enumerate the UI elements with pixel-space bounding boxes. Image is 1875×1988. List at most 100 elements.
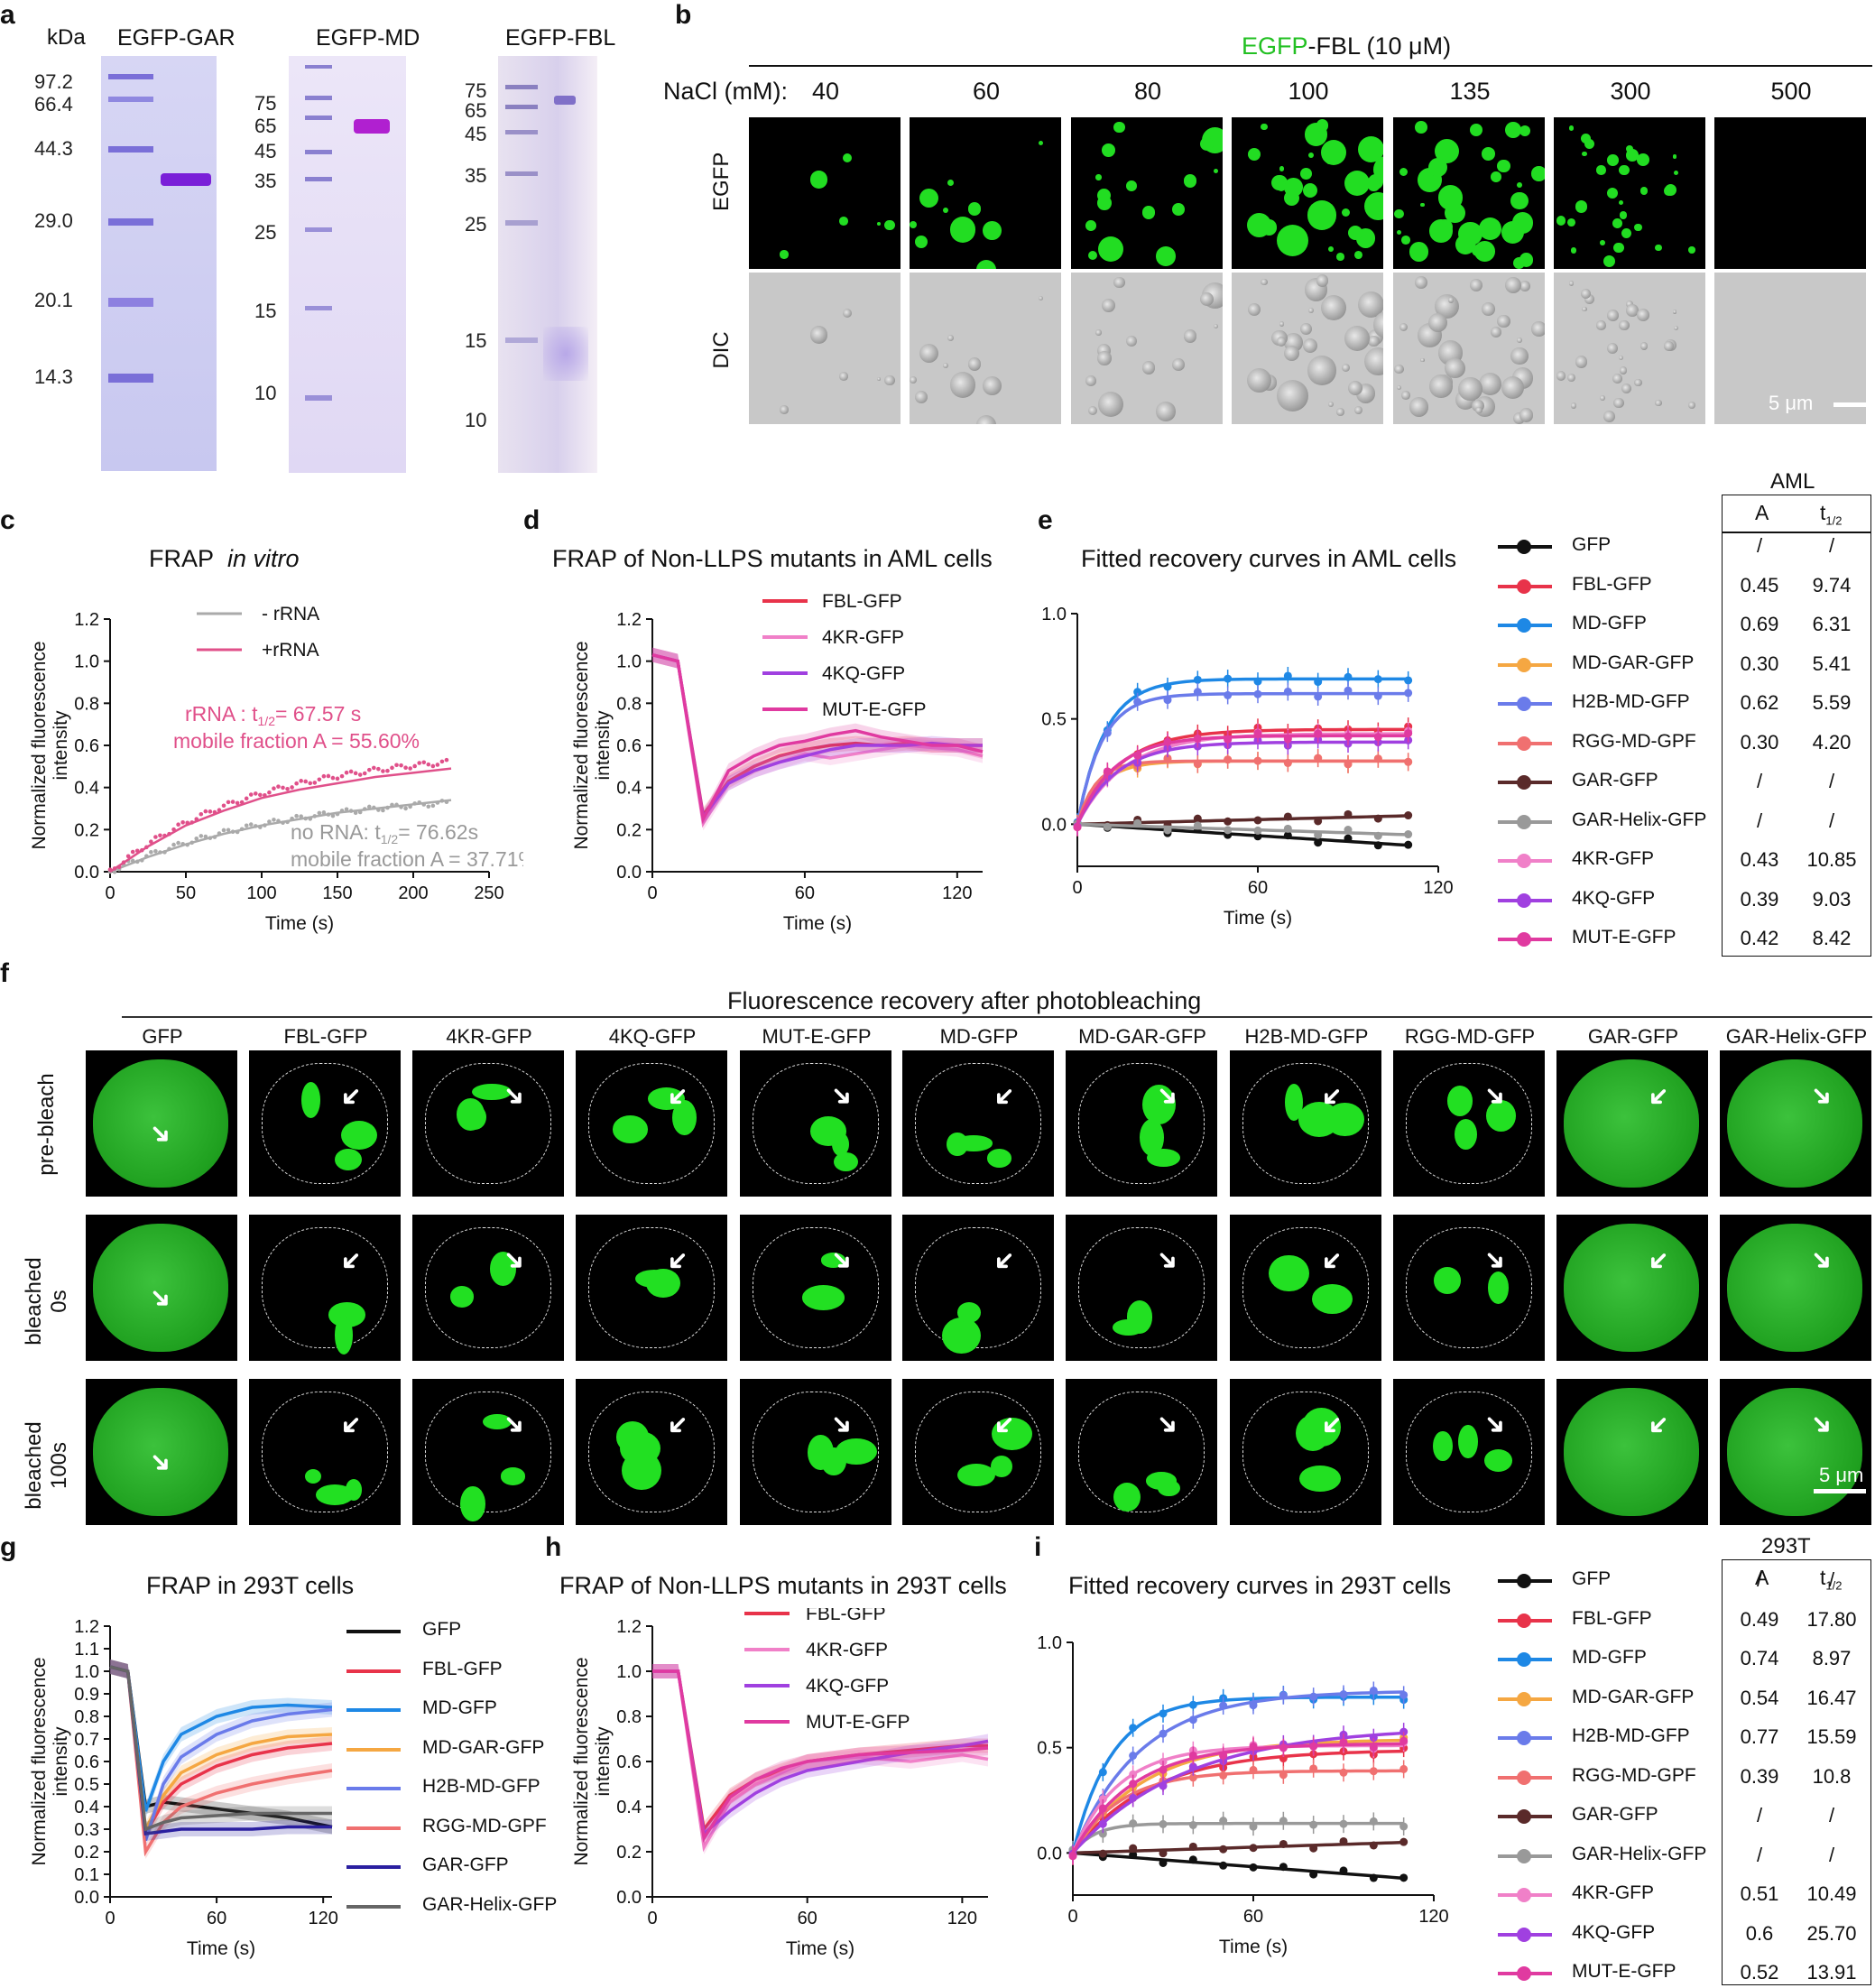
table-i-col-t: t1/2 xyxy=(1820,1566,1843,1593)
droplet xyxy=(1401,391,1410,401)
table-cell-t: / xyxy=(1828,1843,1835,1866)
x-tick-label: 60 xyxy=(207,1909,226,1928)
legend-label-rgg-md-gpf: RGG-MD-GPF xyxy=(1572,1764,1696,1786)
mw-gar-3: 29.0 xyxy=(34,209,73,232)
legend-label-gar-gfp: GAR-GFP xyxy=(1572,770,1658,791)
droplet xyxy=(1619,164,1630,176)
cell-outline xyxy=(915,1227,1041,1348)
legend-label-h2b-md-gfp: H2B-MD-GFP xyxy=(1572,1725,1690,1746)
droplet xyxy=(1607,310,1619,321)
point xyxy=(1133,818,1142,828)
frap-image-gfp-0: ➜ xyxy=(86,1050,237,1197)
col-label-rgg-md-gfp: RGG-MD-GFP xyxy=(1404,1025,1536,1048)
droplet xyxy=(919,344,938,364)
point xyxy=(366,804,372,809)
y-tick-label: 0.2 xyxy=(616,1843,642,1863)
legend-marker-md-gfp xyxy=(1517,618,1531,633)
axes: 0 50 100 150 200 250 0.0 0.2 0.4 0.6 0.8 1.0 1.2 Time… xyxy=(29,610,504,934)
table-cell-a: 0.30 xyxy=(1740,652,1779,675)
nacl-label: NaCl (mM): xyxy=(663,78,788,105)
chart-e-title: Fitted recovery curves in AML cells xyxy=(1081,545,1457,572)
nucleus xyxy=(1727,1059,1862,1188)
point xyxy=(1249,1822,1258,1831)
y-tick-label: 1.0 xyxy=(1041,605,1067,624)
point xyxy=(276,784,281,789)
table-cell-a: / xyxy=(1756,809,1763,832)
y-tick-label: 0.0 xyxy=(616,863,642,883)
droplet xyxy=(780,405,789,414)
point xyxy=(171,842,176,847)
nucleolus xyxy=(1485,1100,1516,1132)
table-cell-a: 0.77 xyxy=(1740,1725,1779,1748)
nucleolus xyxy=(1484,1448,1513,1472)
droplet xyxy=(842,153,853,163)
droplet xyxy=(1420,202,1425,208)
point xyxy=(1404,689,1413,698)
droplet xyxy=(1097,196,1113,211)
frap-image-md-gfp-1: ➜ xyxy=(902,1215,1054,1361)
cell-outline xyxy=(1406,1227,1532,1348)
droplet xyxy=(1101,143,1115,158)
point xyxy=(1373,814,1382,823)
y-tick-label: 0.5 xyxy=(74,1775,99,1795)
legend-label-gar-gfp: GAR-GFP xyxy=(422,1854,509,1875)
droplet xyxy=(1320,139,1347,166)
nacl-conc-100: 100 xyxy=(1288,78,1329,105)
micrograph-egfp-135 xyxy=(1393,117,1545,269)
droplet xyxy=(1276,337,1287,347)
y-axis-label-line2: intensity xyxy=(51,1726,71,1797)
point xyxy=(1159,1729,1168,1738)
nucleolus xyxy=(341,1121,378,1151)
legend-label-md-gar-gfp: MD-GAR-GFP xyxy=(1572,1686,1695,1707)
point xyxy=(385,768,390,773)
point xyxy=(203,809,208,814)
row-label-line1: bleached xyxy=(22,1421,46,1510)
point xyxy=(299,779,303,783)
frap-image-mut-e-gfp-2: ➜ xyxy=(740,1379,891,1525)
point xyxy=(376,766,381,772)
point xyxy=(244,823,249,828)
droplet xyxy=(884,219,895,231)
point xyxy=(1314,830,1323,839)
frap-image-fbl-gfp-2: ➜ xyxy=(249,1379,401,1525)
panel-label-h: h xyxy=(545,1532,562,1562)
point xyxy=(221,803,226,809)
point xyxy=(435,763,440,767)
droplet xyxy=(949,217,976,243)
point xyxy=(1224,735,1233,744)
point xyxy=(1309,1844,1318,1853)
droplet xyxy=(1415,120,1427,134)
legend-label-md-gfp: MD-GFP xyxy=(422,1697,497,1718)
droplet xyxy=(910,375,918,384)
droplet xyxy=(1126,180,1138,192)
frap-image-gar-helix-gfp-0: ➜ xyxy=(1720,1050,1871,1197)
nacl-conc-500: 500 xyxy=(1770,78,1812,105)
droplet xyxy=(1101,299,1115,313)
droplet xyxy=(1626,304,1639,317)
col-label-md-gar-gfp: MD-GAR-GFP xyxy=(1078,1025,1206,1048)
droplet xyxy=(1341,208,1351,217)
legend-label-gfp: GFP xyxy=(1572,534,1612,555)
droplet xyxy=(1427,313,1447,333)
point xyxy=(125,854,131,859)
droplet xyxy=(1570,402,1577,410)
droplet xyxy=(1316,119,1329,132)
point xyxy=(1314,817,1323,826)
chart-d: 0 60 120 0.0 0.2 0.4 0.6 0.8 1.0 1.2 Time (s) Norma… xyxy=(571,591,984,934)
point xyxy=(130,849,135,855)
legend-marker-gar-helix-gfp xyxy=(1517,1848,1531,1863)
mw-md-2: 45 xyxy=(254,140,277,162)
droplet xyxy=(1246,368,1271,393)
nucleolus xyxy=(1446,1086,1473,1117)
point xyxy=(199,811,204,817)
point xyxy=(1283,687,1292,696)
series-fbl-gfp-error-band xyxy=(110,1660,332,1841)
point xyxy=(1253,689,1262,698)
droplet xyxy=(1247,147,1261,162)
droplet xyxy=(1556,216,1566,226)
point xyxy=(344,770,349,775)
annot-rrna-line1: rRNA : t1/2= 67.57 s xyxy=(185,702,361,728)
droplet xyxy=(1603,411,1616,423)
point xyxy=(1224,826,1233,835)
frap-image-rgg-md-gfp-1: ➜ xyxy=(1393,1215,1545,1361)
